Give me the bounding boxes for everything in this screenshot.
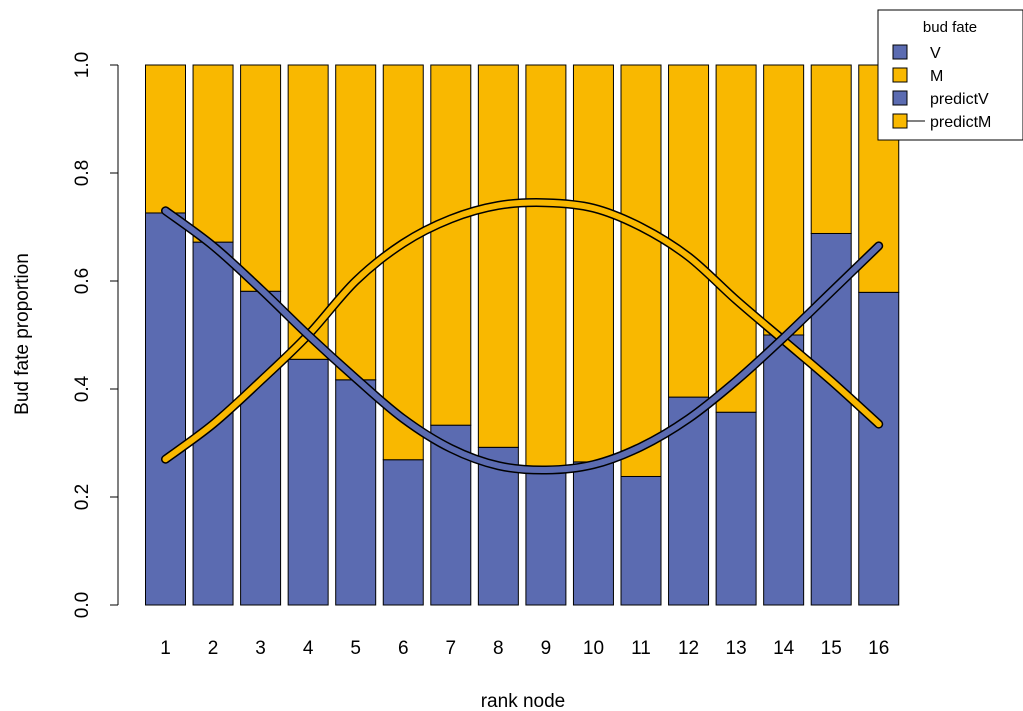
y-tick-label-1.0: 1.0 (72, 52, 93, 78)
legend-label-v: V (930, 45, 941, 62)
legend-swatch-predictm (892, 113, 908, 129)
x-tick-label-1: 1 (160, 638, 171, 659)
x-axis-title: rank node (481, 691, 566, 711)
bar-v-1 (145, 212, 186, 606)
y-axis-title: Bud fate proportion (12, 253, 33, 415)
line-predictM (162, 199, 882, 463)
bar-m-6 (382, 64, 424, 461)
y-axis: 0.0 0.2 0.4 0.6 0.8 1.0 (72, 52, 119, 618)
x-tick-label-12: 12 (678, 638, 699, 659)
bar-v-10 (572, 461, 614, 606)
y-tick-label-0.6: 0.6 (72, 268, 93, 294)
x-tick-label-9: 9 (541, 638, 552, 659)
bar-v-6 (382, 459, 424, 606)
bar-v-4 (287, 358, 329, 606)
x-tick-label-4: 4 (303, 638, 314, 659)
bar-v-16 (858, 291, 900, 606)
x-tick-label-7: 7 (446, 638, 457, 659)
x-tick-label-15: 15 (821, 638, 842, 659)
x-tick-label-5: 5 (350, 638, 361, 659)
bar-m-12 (668, 64, 710, 398)
bar-v-13 (715, 411, 757, 606)
lines-layer (161, 198, 884, 475)
x-tick-label-14: 14 (773, 638, 795, 659)
x-tick-label-6: 6 (398, 638, 409, 659)
legend-label-m: M (930, 68, 943, 85)
legend-swatch-predictv (892, 90, 908, 106)
bar-m-9 (525, 64, 567, 471)
x-tick-label-10: 10 (583, 638, 604, 659)
x-tick-label-13: 13 (726, 638, 747, 659)
x-axis-tick-labels: 1 2 3 4 5 6 7 8 9 10 11 12 13 14 15 16 (160, 638, 889, 659)
bar-m-3 (240, 64, 282, 292)
bar-m-15 (810, 64, 852, 234)
x-tick-label-2: 2 (208, 638, 219, 659)
bar-v-8 (477, 446, 519, 606)
bar-m-7 (430, 64, 472, 426)
legend-swatch-m (892, 67, 908, 83)
legend-swatch-v (892, 44, 908, 60)
bar-m-14 (763, 64, 805, 336)
x-tick-label-3: 3 (255, 638, 266, 659)
bar-m-8 (477, 64, 519, 448)
legend-label-predictm: predictM (930, 114, 991, 131)
y-tick-label-0.0: 0.0 (72, 592, 93, 618)
bar-v-5 (335, 379, 377, 606)
bars-layer (145, 64, 900, 606)
legend: bud fate V M predictV predictM (877, 9, 1023, 141)
bar-v-9 (525, 469, 567, 606)
bar-m-11 (620, 64, 662, 477)
bar-v-11 (620, 475, 662, 606)
x-tick-label-11: 11 (631, 638, 651, 659)
x-tick-label-16: 16 (868, 638, 889, 659)
y-tick-label-0.8: 0.8 (72, 160, 93, 186)
bar-v-3 (240, 290, 282, 606)
line-predictV (162, 207, 882, 474)
bar-v-14 (763, 334, 805, 606)
bar-m-10 (572, 64, 614, 463)
bar-m-2 (192, 64, 234, 243)
x-tick-label-8: 8 (493, 638, 504, 659)
bar-m-1 (145, 64, 186, 214)
legend-label-predictv: predictV (930, 91, 989, 108)
bar-m-4 (287, 64, 329, 360)
bar-m-5 (335, 64, 377, 381)
y-tick-label-0.2: 0.2 (72, 484, 93, 510)
legend-title: bud fate (923, 19, 977, 36)
bar-m-13 (715, 64, 757, 413)
y-tick-label-0.4: 0.4 (72, 375, 93, 402)
